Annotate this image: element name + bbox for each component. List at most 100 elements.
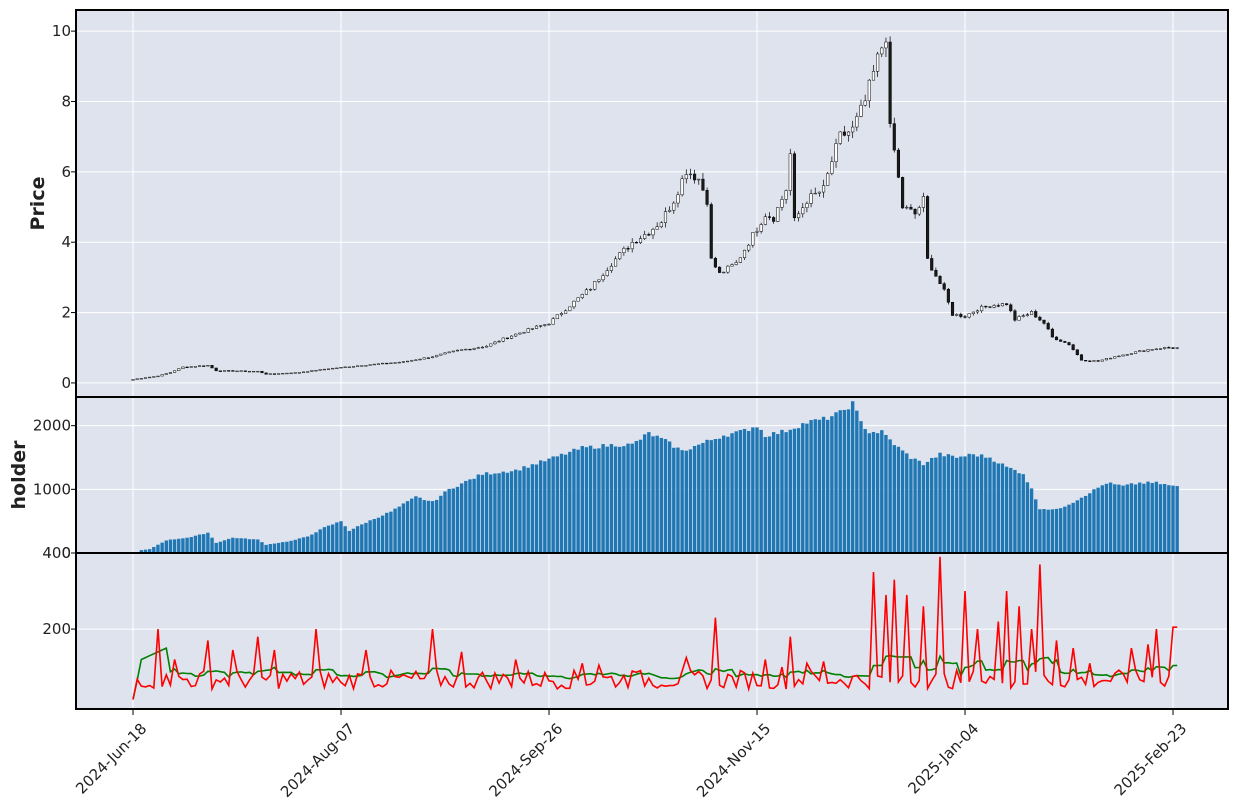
candle-body	[655, 226, 659, 230]
candle-body	[809, 193, 813, 204]
holder-bar	[314, 532, 318, 553]
candle-body	[322, 368, 326, 371]
holder-bar	[1138, 482, 1142, 553]
candle-body	[955, 314, 959, 316]
holder-bar	[206, 532, 210, 553]
candle-body	[1021, 315, 1025, 317]
candle-body	[227, 370, 231, 372]
holder-bar	[1167, 485, 1171, 553]
candle-body	[834, 143, 838, 162]
holder-bar	[859, 421, 863, 553]
candle-body	[326, 368, 331, 370]
candle-body	[734, 262, 738, 265]
holder-bar	[954, 457, 959, 553]
candle-body	[1025, 314, 1029, 317]
candle-body	[335, 367, 339, 369]
holder-bar	[892, 445, 896, 553]
candle-body	[763, 216, 767, 225]
holder-bar	[1017, 473, 1021, 553]
holder-bar	[451, 488, 456, 553]
holder-bar	[459, 483, 464, 553]
holder-bar	[905, 453, 909, 553]
holder-bar	[1162, 484, 1167, 553]
holder-bar	[231, 537, 235, 553]
candle-body	[767, 216, 772, 218]
candle-body	[281, 372, 285, 375]
candle-body	[730, 264, 734, 267]
candle-body	[285, 372, 289, 375]
holder-bar	[368, 520, 372, 553]
holder-bar	[493, 473, 497, 553]
holder-bar	[222, 540, 227, 553]
candle-body	[239, 370, 243, 372]
candle-body	[784, 190, 788, 200]
holder-bar	[522, 466, 526, 553]
candle-body	[726, 265, 730, 273]
price-ytick-label: 4	[61, 233, 71, 251]
candle-body	[368, 364, 372, 366]
candle-body	[1158, 348, 1163, 350]
holder-bar	[177, 538, 181, 553]
holder-bar	[730, 433, 734, 553]
holder-bar	[559, 453, 564, 553]
candle-body	[293, 372, 297, 374]
holder-ytick-label: 1000	[33, 480, 71, 498]
holder-bar	[626, 443, 630, 553]
holder-bar	[389, 511, 393, 553]
holder-bar	[988, 457, 992, 553]
candle-body	[609, 265, 613, 271]
holder-bar	[946, 454, 951, 553]
candle-body	[705, 190, 709, 205]
candle-body	[339, 366, 343, 369]
candle-body	[980, 305, 984, 312]
holder-bar	[372, 519, 376, 553]
candle-body	[701, 178, 705, 191]
holder-bar	[638, 439, 643, 553]
holder-bar	[555, 456, 560, 553]
holder-bar	[950, 455, 955, 553]
candle-body	[867, 79, 871, 102]
candle-body	[1171, 347, 1175, 349]
candle-body	[572, 300, 576, 308]
candle-body	[173, 370, 177, 373]
candle-body	[443, 352, 447, 355]
price-ytick-label: 2	[61, 304, 71, 322]
holder-bar	[385, 512, 389, 553]
holder-bar	[439, 495, 443, 553]
holder-bar	[759, 429, 763, 553]
holder-bar	[900, 450, 905, 553]
holder-bar	[605, 446, 609, 553]
candle-body	[963, 316, 967, 318]
holder-bar	[821, 416, 826, 553]
holder-bar	[193, 535, 198, 553]
holder-bar	[1058, 508, 1063, 553]
holder-bar	[364, 522, 368, 553]
candle-body	[884, 41, 888, 49]
candle-body	[464, 348, 468, 351]
candle-body	[547, 323, 551, 326]
holder-bar	[967, 453, 971, 553]
holder-bar	[160, 542, 164, 553]
holder-bar	[659, 437, 664, 553]
candle-body	[680, 178, 684, 196]
holder-bar	[722, 435, 726, 553]
candle-body	[1000, 303, 1004, 307]
candle-body	[389, 362, 393, 364]
holder-bar	[597, 448, 601, 553]
holder-bar	[426, 500, 431, 553]
holder-bar	[1034, 499, 1038, 553]
candle-body	[218, 370, 222, 372]
candle-body	[468, 348, 472, 351]
holder-bar	[763, 437, 768, 553]
holder-bar	[692, 446, 697, 553]
holder-bar	[738, 430, 743, 553]
holder-bar	[1046, 509, 1050, 553]
holder-bar	[709, 440, 713, 553]
candle-body	[676, 194, 680, 204]
candle-body	[938, 276, 942, 284]
candle-body	[988, 306, 992, 308]
holder-bar	[705, 439, 709, 553]
candle-body	[913, 209, 917, 215]
candle-body	[1038, 316, 1042, 321]
candle-body	[376, 363, 380, 365]
